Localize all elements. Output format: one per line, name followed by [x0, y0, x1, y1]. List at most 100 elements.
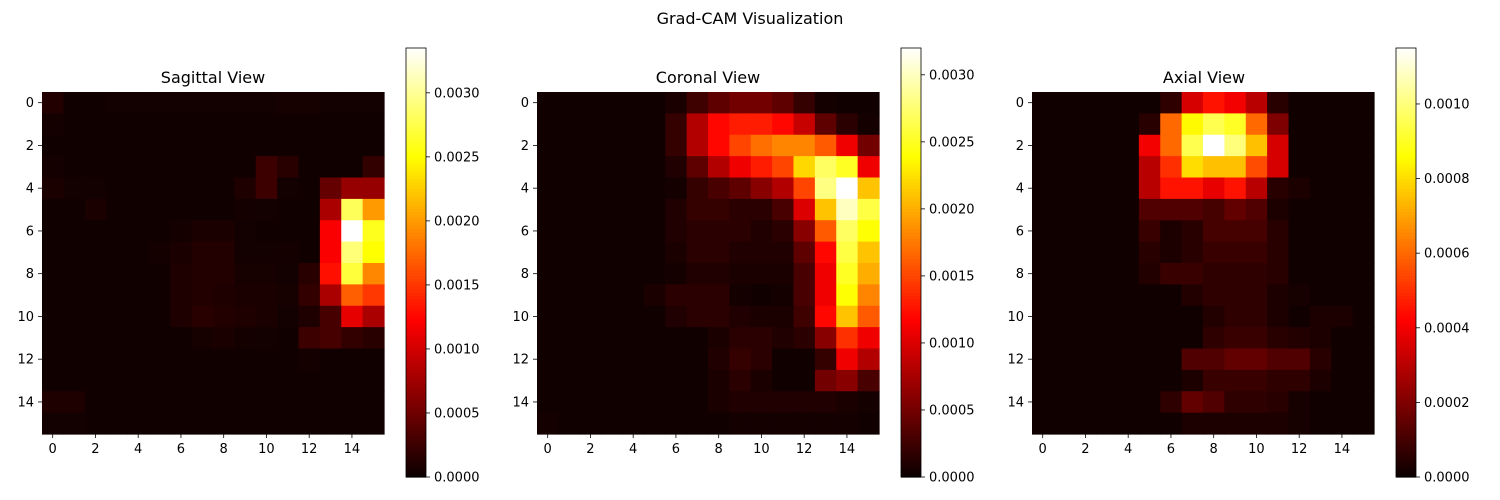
heatmap-cell: [537, 241, 559, 264]
heatmap-cell: [1331, 113, 1354, 136]
colorbar-segment: [901, 463, 921, 468]
heatmap-cell: [319, 113, 342, 136]
heatmap-cell: [63, 177, 86, 200]
colorbar-segment: [1396, 195, 1416, 200]
heatmap-cell: [1245, 263, 1268, 285]
heatmap-cell: [1267, 113, 1290, 136]
heatmap-cell: [1096, 220, 1119, 243]
colorbar-segment: [406, 379, 426, 384]
heatmap-cell: [729, 156, 752, 179]
heatmap-cell: [814, 220, 837, 243]
colorbar-segment: [901, 54, 921, 59]
colorbar-segment: [406, 111, 426, 116]
heatmap-cell: [1288, 284, 1311, 307]
heatmap-cell: [191, 327, 214, 350]
heatmap-cell: [857, 220, 880, 243]
heatmap-cell: [234, 198, 257, 221]
colorbar-segment: [406, 165, 426, 170]
colorbar-segment: [901, 386, 921, 391]
heatmap-cell: [319, 220, 342, 243]
heatmap-cell: [106, 177, 129, 200]
colorbar-segment: [406, 336, 426, 341]
colorbar-segment: [1396, 352, 1416, 357]
heatmap-cell: [558, 327, 581, 350]
colorbar-segment: [901, 299, 921, 304]
heatmap-cell: [191, 241, 214, 264]
heatmap-cell: [1267, 391, 1290, 414]
heatmap-cell: [277, 412, 300, 435]
heatmap-cell: [686, 134, 709, 157]
heatmap-cell: [1331, 391, 1354, 414]
heatmap-cell: [1160, 156, 1183, 179]
heatmap-cell: [1117, 391, 1140, 414]
heatmap-cell: [1074, 92, 1097, 114]
heatmap-cell: [537, 134, 559, 157]
heatmap-cell: [213, 348, 235, 371]
colorbar-segment: [406, 205, 426, 210]
colorbar: 0.0000 0.0005 0.0010 0.0015 0.0020 0.0025 0.00…: [405, 47, 480, 486]
colorbar-segment: [901, 363, 921, 367]
heatmap-cell: [643, 220, 666, 243]
heatmap-cell: [1074, 412, 1097, 435]
heatmap-cell: [255, 412, 278, 435]
colorbar-tick-label: 0.0002: [1424, 396, 1470, 411]
heatmap-cell: [1138, 284, 1161, 307]
colorbar-segment: [406, 225, 426, 230]
heatmap-cell: [1309, 305, 1332, 328]
colorbar-segment: [406, 430, 426, 435]
heatmap-cell: [558, 412, 581, 435]
colorbar-segment: [1396, 359, 1416, 364]
heatmap-cell: [1331, 284, 1354, 307]
colorbar-segment: [901, 265, 921, 270]
y-tick-label: 4: [26, 182, 34, 197]
heatmap-cell: [63, 156, 86, 179]
heatmap-cell: [772, 241, 795, 264]
heatmap-cell: [772, 284, 795, 307]
heatmap-cell: [341, 198, 364, 221]
heatmap-cell: [793, 198, 816, 221]
heatmap-cell: [63, 113, 86, 136]
heatmap-cell: [1160, 391, 1183, 414]
heatmap-cell: [277, 156, 300, 179]
colorbar-segment: [1396, 208, 1416, 213]
colorbar-segment: [406, 81, 426, 86]
colorbar-segment: [406, 98, 426, 103]
heatmap-cell: [750, 369, 773, 392]
heatmap-cell: [1267, 305, 1290, 328]
heatmap-cell: [1160, 327, 1183, 350]
colorbar-segment: [901, 141, 921, 146]
heatmap-cell: [729, 369, 752, 392]
heatmap-cell: [1138, 177, 1161, 200]
heatmap-cell: [213, 156, 235, 179]
colorbar-segment: [1396, 339, 1416, 344]
colorbar-segment: [1396, 155, 1416, 160]
colorbar-segment: [901, 172, 921, 176]
heatmap-cell: [622, 263, 645, 285]
heatmap-cell: [643, 113, 666, 136]
heatmap-cell: [772, 92, 795, 114]
heatmap-cell: [836, 92, 859, 114]
heatmap-cell: [63, 412, 86, 435]
heatmap-cell: [686, 284, 709, 307]
heatmap-cell: [234, 369, 257, 392]
heatmap-cell: [1224, 284, 1247, 307]
heatmap-cell: [665, 327, 688, 350]
heatmap-cell: [1331, 412, 1354, 435]
heatmap-cell: [1309, 241, 1332, 264]
heatmap-cell: [1352, 391, 1375, 414]
heatmap-cell: [106, 348, 129, 371]
colorbar-segment: [901, 225, 921, 230]
colorbar-segment: [901, 436, 921, 441]
colorbar-segment: [1396, 409, 1416, 414]
heatmap-cell: [1032, 113, 1054, 136]
colorbar-segment: [901, 336, 921, 341]
x-tick-label: 2: [586, 442, 594, 457]
colorbar-segment: [1396, 346, 1416, 351]
y-tick-label: 4: [521, 182, 529, 197]
heatmap-cell: [170, 327, 193, 350]
heatmap-cell: [1117, 263, 1140, 285]
heatmap-cell: [148, 177, 171, 200]
heatmap-cell: [127, 369, 150, 392]
colorbar-segment: [901, 111, 921, 116]
heatmap-cell: [622, 92, 645, 114]
